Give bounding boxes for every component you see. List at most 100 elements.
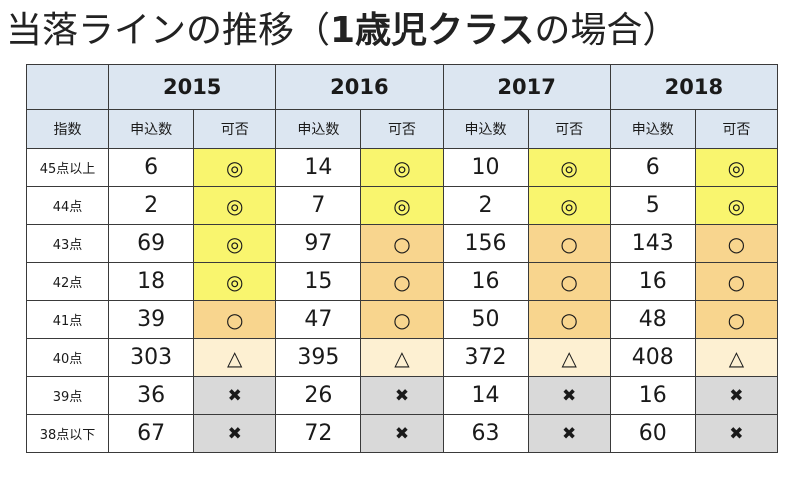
score-label: 41点 (25, 300, 110, 339)
applicant-count: 372 (442, 338, 529, 377)
result-triangle: △ (527, 338, 611, 377)
applicant-count: 2 (108, 186, 195, 225)
sub-header-count: 申込数 (275, 109, 362, 149)
applicant-count: 16 (442, 262, 529, 301)
result-cross: ✖ (694, 376, 779, 415)
result-cross: ✖ (193, 376, 277, 415)
result-double: ◎ (527, 186, 611, 225)
page-title: 当落ラインの推移（1歳児クラスの場合） (6, 4, 678, 58)
applicant-count: 16 (609, 262, 696, 301)
result-circle: ○ (694, 224, 779, 263)
result-double: ◎ (527, 148, 611, 187)
year-header-2015: 2015 (108, 64, 277, 110)
applicant-count: 14 (275, 148, 362, 187)
applicant-count: 63 (442, 414, 529, 453)
table-row: 39点 36 ✖ 26 ✖ 14 ✖ 16 ✖ (25, 376, 779, 415)
year-header-2018: 2018 (609, 64, 779, 110)
applicant-count: 26 (275, 376, 362, 415)
result-triangle: △ (360, 338, 444, 377)
result-double: ◎ (360, 148, 444, 187)
sub-header-count: 申込数 (609, 109, 696, 149)
applicant-count: 16 (609, 376, 696, 415)
applicant-count: 18 (108, 262, 195, 301)
year-header-2017: 2017 (442, 64, 611, 110)
sub-header-result: 可否 (694, 109, 779, 149)
applicant-count: 10 (442, 148, 529, 187)
table-row: 43点 69 ◎ 97 ○ 156 ○ 143 ○ (25, 224, 779, 263)
applicant-count: 48 (609, 300, 696, 339)
result-double: ◎ (694, 186, 779, 225)
applicant-count: 15 (275, 262, 362, 301)
score-label: 39点 (25, 376, 110, 415)
applicant-count: 408 (609, 338, 696, 377)
title-suffix: の場合） (534, 10, 679, 51)
result-double: ◎ (360, 186, 444, 225)
title-bold: 1歳児クラス (330, 10, 535, 51)
year-header-2016: 2016 (275, 64, 444, 110)
applicant-count: 14 (442, 376, 529, 415)
result-double: ◎ (193, 224, 277, 263)
result-circle: ○ (360, 262, 444, 301)
result-cross: ✖ (193, 414, 277, 453)
result-circle: ○ (360, 300, 444, 339)
applicant-count: 60 (609, 414, 696, 453)
result-double: ◎ (694, 148, 779, 187)
sub-header-result: 可否 (527, 109, 611, 149)
result-double: ◎ (193, 262, 277, 301)
result-circle: ○ (193, 300, 277, 339)
applicant-count: 47 (275, 300, 362, 339)
applicant-count: 72 (275, 414, 362, 453)
result-circle: ○ (527, 262, 611, 301)
sub-header-result: 可否 (193, 109, 277, 149)
result-triangle: △ (694, 338, 779, 377)
result-cross: ✖ (694, 414, 779, 453)
applicant-count: 303 (108, 338, 195, 377)
score-label: 43点 (25, 224, 110, 263)
year-header-row: 2015 2016 2017 2018 (25, 64, 779, 110)
sub-header-count: 申込数 (442, 109, 529, 149)
applicant-count: 6 (108, 148, 195, 187)
applicant-count: 6 (609, 148, 696, 187)
sub-header-count: 申込数 (108, 109, 195, 149)
applicant-count: 69 (108, 224, 195, 263)
applicant-count: 5 (609, 186, 696, 225)
applicant-count: 156 (442, 224, 529, 263)
table-row: 44点 2 ◎ 7 ◎ 2 ◎ 5 ◎ (25, 186, 779, 225)
result-cross: ✖ (527, 376, 611, 415)
score-label: 45点以上 (25, 148, 110, 187)
score-label: 42点 (25, 262, 110, 301)
result-circle: ○ (360, 224, 444, 263)
score-label: 40点 (25, 338, 110, 377)
score-label: 44点 (25, 186, 110, 225)
applicant-count: 67 (108, 414, 195, 453)
score-label: 38点以下 (25, 414, 110, 453)
result-circle: ○ (694, 300, 779, 339)
corner-cell (25, 64, 110, 110)
result-circle: ○ (527, 224, 611, 263)
cutoff-table: 2015 2016 2017 2018 指数 申込数 可否 申込数 可否 申込数 可否 申込数 可否 45… (25, 64, 779, 453)
result-cross: ✖ (360, 414, 444, 453)
result-cross: ✖ (527, 414, 611, 453)
applicant-count: 7 (275, 186, 362, 225)
result-circle: ○ (527, 300, 611, 339)
result-circle: ○ (694, 262, 779, 301)
result-double: ◎ (193, 148, 277, 187)
applicant-count: 395 (275, 338, 362, 377)
row-header-label: 指数 (25, 109, 110, 149)
result-cross: ✖ (360, 376, 444, 415)
result-double: ◎ (193, 186, 277, 225)
table-row: 40点 303 △ 395 △ 372 △ 408 △ (25, 338, 779, 377)
title-prefix: 当落ラインの推移（ (6, 10, 331, 51)
table-row: 38点以下 67 ✖ 72 ✖ 63 ✖ 60 ✖ (25, 414, 779, 453)
table-row: 41点 39 ○ 47 ○ 50 ○ 48 ○ (25, 300, 779, 339)
table-row: 45点以上 6 ◎ 14 ◎ 10 ◎ 6 ◎ (25, 148, 779, 187)
sub-header-result: 可否 (360, 109, 444, 149)
applicant-count: 39 (108, 300, 195, 339)
table-row: 42点 18 ◎ 15 ○ 16 ○ 16 ○ (25, 262, 779, 301)
applicant-count: 36 (108, 376, 195, 415)
applicant-count: 97 (275, 224, 362, 263)
applicant-count: 2 (442, 186, 529, 225)
applicant-count: 143 (609, 224, 696, 263)
result-triangle: △ (193, 338, 277, 377)
applicant-count: 50 (442, 300, 529, 339)
